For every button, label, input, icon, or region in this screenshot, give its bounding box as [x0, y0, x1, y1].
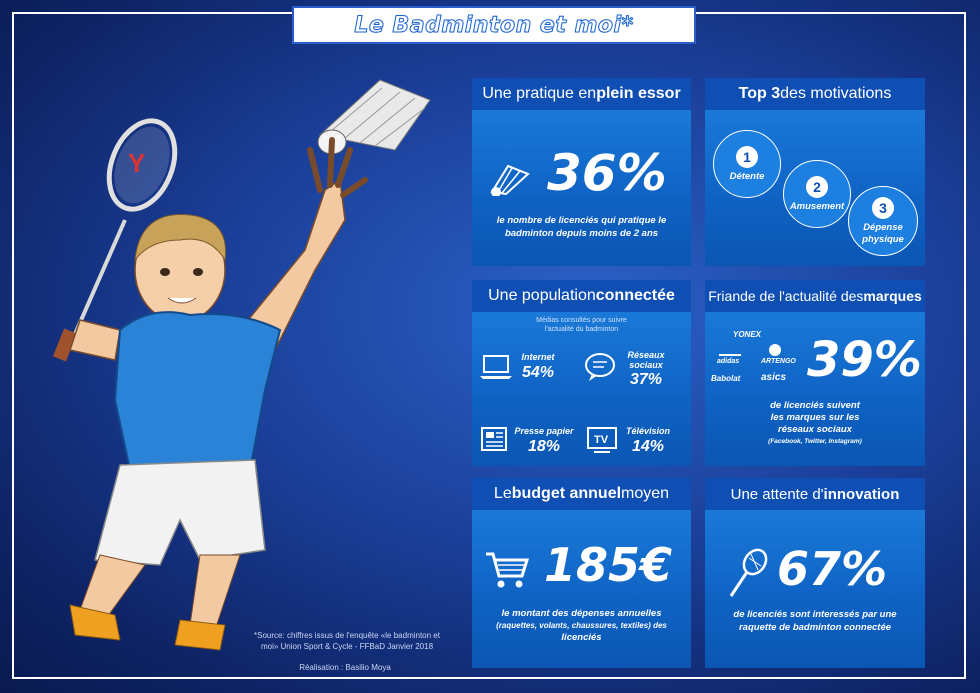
brand-artengo: ARTENGO [761, 358, 796, 365]
source-note: *Source: chiffres issus de l'enquête «le… [254, 631, 440, 651]
tv-icon: TV [587, 427, 617, 453]
page-title: Le Badminton et moi* [354, 12, 634, 38]
panel-motivations-title: Top 3 des motivations [705, 78, 925, 111]
population-subtitle: Médias consultés pour suivre l'actualité… [536, 317, 627, 333]
laptop-icon [480, 355, 512, 379]
player-illustration: Y [52, 79, 431, 651]
panel-motivations: Top 3 des motivations 1 Détente 2 Amusem… [705, 78, 925, 266]
shopping-cart-icon [486, 552, 530, 588]
racket-icon [729, 548, 768, 597]
pratique-caption: le nombre de licenciés qui pratique le b… [496, 215, 667, 239]
panel-pratique: Une pratique en plein essor 36% le nombr… [472, 78, 691, 266]
media-tv-value: 14% [631, 438, 665, 455]
newspaper-icon [481, 427, 507, 451]
adidas-logo-icon [719, 344, 741, 356]
innovation-caption: de licenciés sont interessés par une raq… [733, 609, 897, 633]
innovation-value: 67% [777, 542, 888, 596]
artengo-logo-icon [769, 344, 781, 356]
budget-caption: le montant des dépenses annuelles (raque… [496, 608, 667, 643]
motivation-3: 3 Dépense physique [848, 186, 918, 256]
media-internet-label: Internet [521, 352, 555, 362]
brand-asics: asics [761, 372, 787, 383]
title-banner: Le Badminton et moi* [292, 6, 696, 44]
marques-value: 39% [807, 332, 922, 388]
brand-adidas: adidas [717, 358, 740, 365]
credit-note: Réalisation : Basilio Moya [299, 663, 391, 672]
svg-text:TV: TV [594, 434, 609, 446]
pratique-value: 36% [547, 144, 667, 202]
brand-yonex: YONEX [733, 330, 762, 339]
chat-bubble-icon [585, 353, 615, 381]
panel-population-title: Une population connectée [472, 280, 691, 313]
panel-marques-title: Friande de l'actualité des marques [705, 280, 925, 313]
panel-budget: Le budget annuel moyen 185€ le montant d… [472, 478, 691, 668]
media-presse-value: 18% [527, 438, 561, 455]
panel-budget-title: Le budget annuel moyen [472, 478, 691, 511]
media-social-value: 37% [629, 371, 663, 388]
budget-value: 185€ [544, 538, 673, 592]
shuttlecock-icon [490, 164, 530, 196]
panel-innovation: Une attente d' innovation 67% de licencié… [705, 478, 925, 668]
media-internet-value: 54% [521, 364, 555, 381]
media-tv-label: Télévision [625, 426, 670, 436]
panel-innovation-title: Une attente d' innovation [705, 478, 925, 511]
media-presse-label: Presse papier [514, 426, 574, 436]
marques-caption: de licenciés suivent les marques sur les… [768, 400, 862, 445]
motivation-1: 1 Détente [713, 130, 781, 198]
motivation-2: 2 Amusement [783, 160, 851, 228]
brand-babolat: Babolat [711, 374, 741, 383]
panel-population: Une population connectée Médias consulté… [472, 280, 691, 466]
svg-text:Y: Y [128, 148, 145, 178]
media-social-label: Réseaux sociaux [627, 350, 665, 370]
panel-marques: Friande de l'actualité des marques YONEX… [705, 280, 925, 466]
racket-illustration: Y [52, 118, 178, 362]
panel-pratique-title: Une pratique en plein essor [472, 78, 691, 111]
